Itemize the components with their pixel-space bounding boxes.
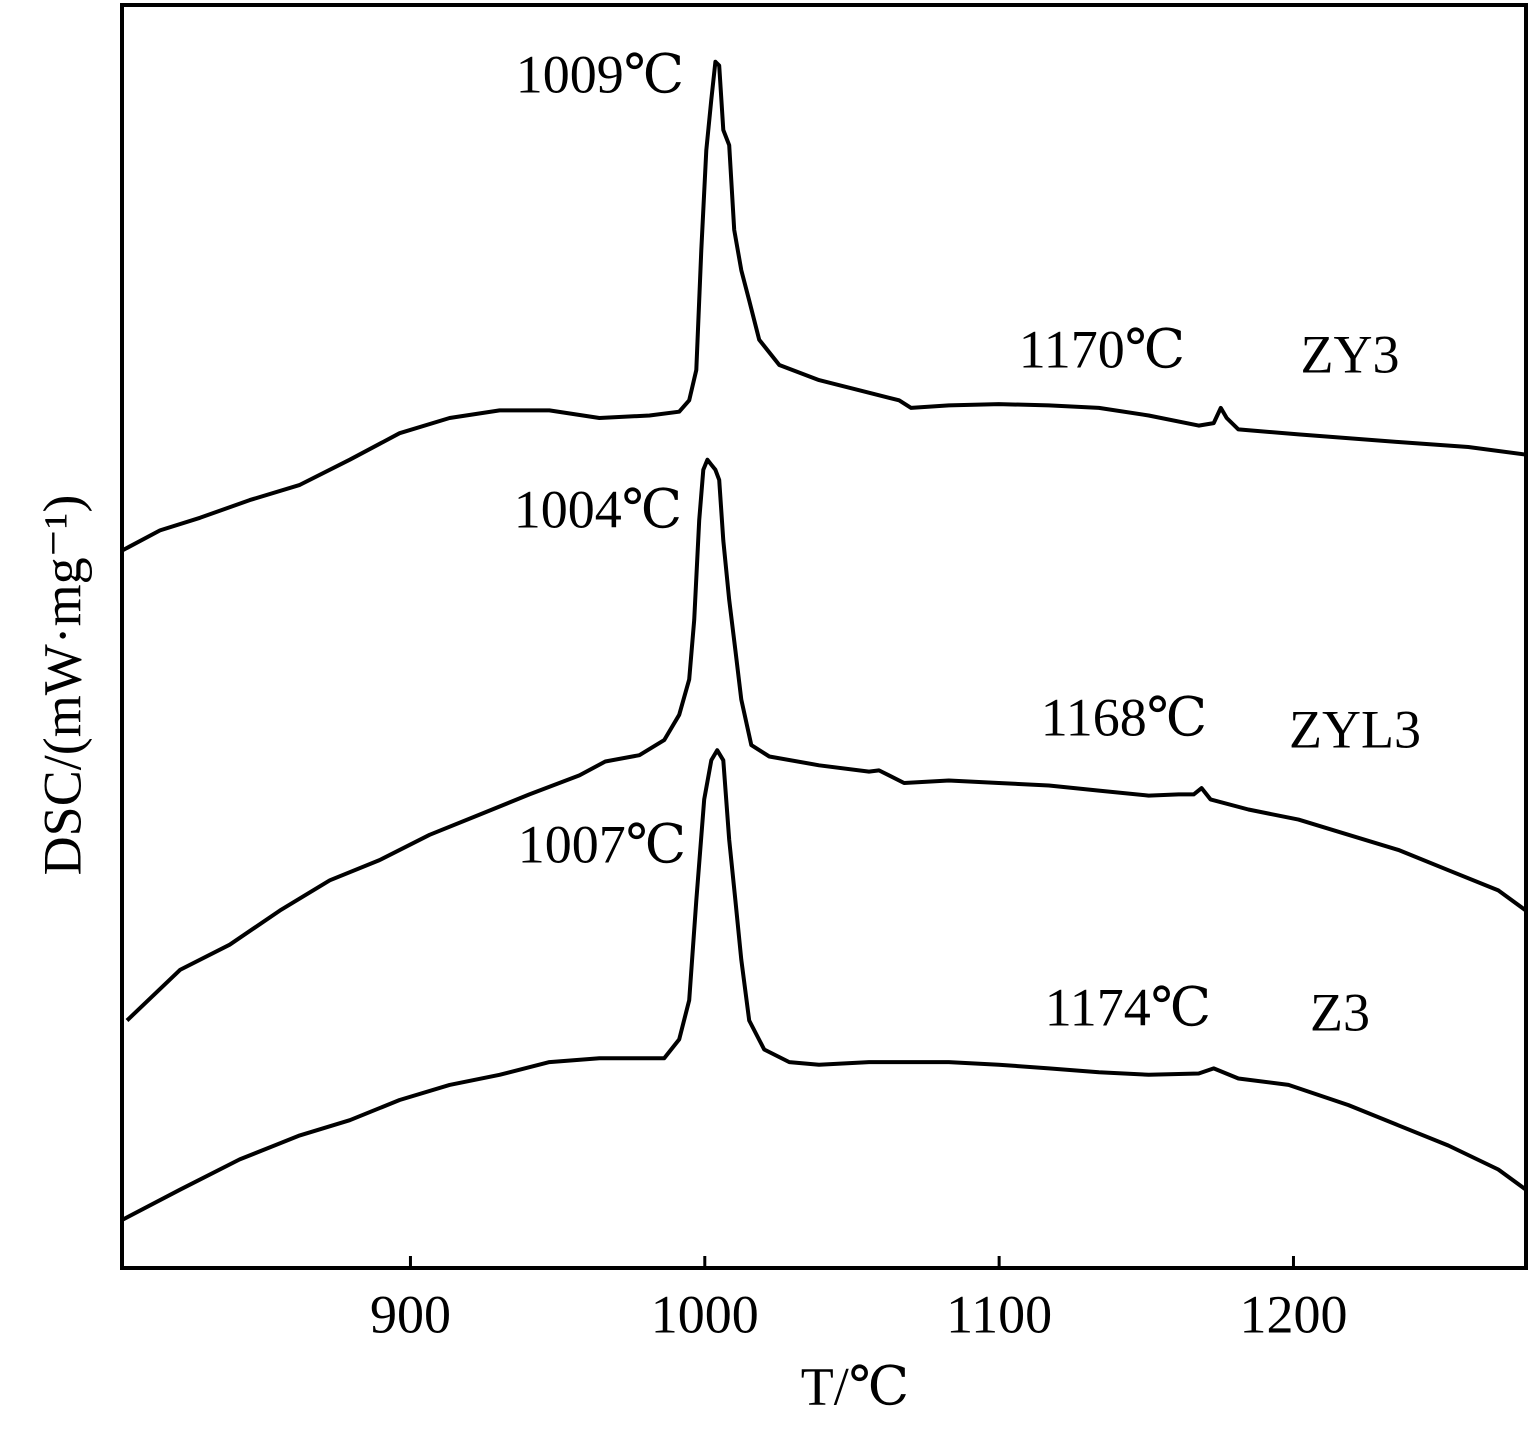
dsc-curve [121,748,1528,1222]
peak-annotation: 1007℃ [518,814,686,874]
x-tick-label: 900 [370,1284,451,1344]
peak-annotation: 1009℃ [516,44,684,104]
peak-annotation: 1004℃ [514,479,682,539]
peak-annotation: 1170℃ [1019,319,1185,379]
x-axis-label: T/℃ [801,1356,909,1416]
dsc-curve [125,457,1528,1022]
x-tick-label: 1100 [946,1284,1052,1344]
dsc-curve [121,59,1527,553]
y-axis-label: DSC/(mW·mg⁻¹) [32,495,92,876]
plot-frame [120,3,1528,1270]
x-tick-label: 1000 [651,1284,759,1344]
series-label: ZY3 [1301,324,1400,384]
series-label: Z3 [1310,982,1370,1042]
series-label: ZYL3 [1289,699,1421,759]
peak-annotation: 1174℃ [1045,977,1211,1037]
peak-annotation: 1168℃ [1041,687,1207,747]
x-tick-label: 1200 [1239,1284,1347,1344]
